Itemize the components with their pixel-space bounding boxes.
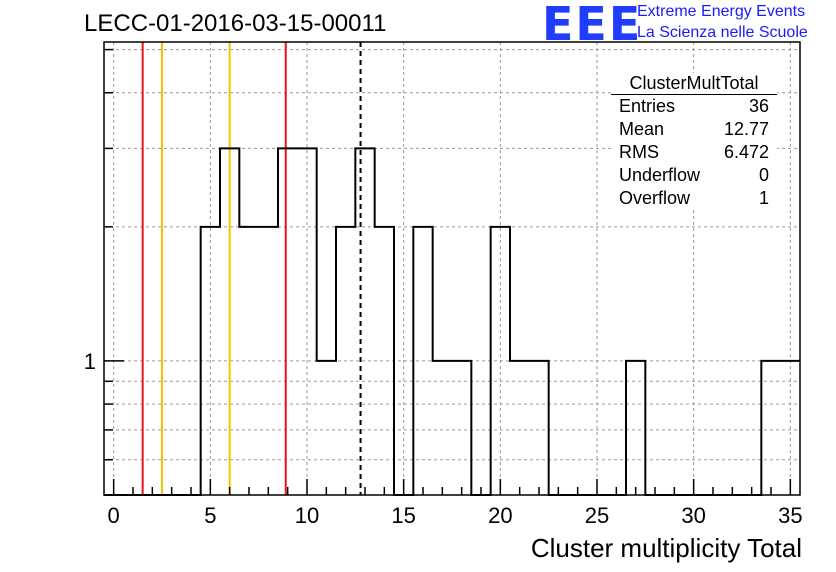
stats-label: Entries (619, 96, 676, 116)
x-tick-label: 25 (585, 503, 609, 528)
plot-frame (103, 41, 801, 496)
stats-value: 1 (758, 188, 769, 208)
stats-row-underflow: Underflow 0 (611, 164, 777, 187)
x-tick-label: 5 (204, 503, 216, 528)
stats-value: 0 (758, 165, 769, 185)
x-tick-label: 30 (681, 503, 705, 528)
stats-row-rms: RMS 6.472 (611, 141, 777, 164)
logo-subtitle-2: La Scienza nelle Scuole (637, 24, 808, 41)
chart-title: LECC-01-2016-03-15-00011 (84, 10, 387, 37)
y-tick-label: 1 (84, 349, 96, 374)
axis-tick-labels: 0 5 10 15 20 25 30 35 1 (84, 349, 803, 528)
stats-label: Mean (619, 119, 665, 139)
logo-subtitle-1: Extreme Energy Events (637, 3, 806, 20)
stats-value: 6.472 (723, 142, 769, 162)
stats-value: 12.77 (723, 119, 769, 139)
stats-row-mean: Mean 12.77 (611, 118, 777, 141)
stats-title: ClusterMultTotal (611, 73, 777, 95)
stats-label: Overflow (619, 188, 691, 208)
x-tick-label: 20 (488, 503, 512, 528)
x-tick-label: 35 (778, 503, 802, 528)
stats-label: RMS (619, 142, 659, 162)
stats-value: 36 (748, 96, 769, 116)
x-tick-label: 0 (108, 503, 120, 528)
stats-row-entries: Entries 36 (611, 95, 777, 118)
eee-logo: EEE (542, 0, 643, 51)
stats-label: Underflow (619, 165, 701, 185)
stats-row-overflow: Overflow 1 (611, 187, 777, 210)
marker-lines (141, 42, 362, 495)
x-tick-label: 10 (295, 503, 319, 528)
stats-box: ClusterMultTotal Entries 36 Mean 12.77 R… (611, 73, 777, 210)
x-tick-label: 15 (391, 503, 415, 528)
x-axis-label: Cluster multiplicity Total (530, 533, 802, 563)
axis-ticks (104, 48, 792, 495)
